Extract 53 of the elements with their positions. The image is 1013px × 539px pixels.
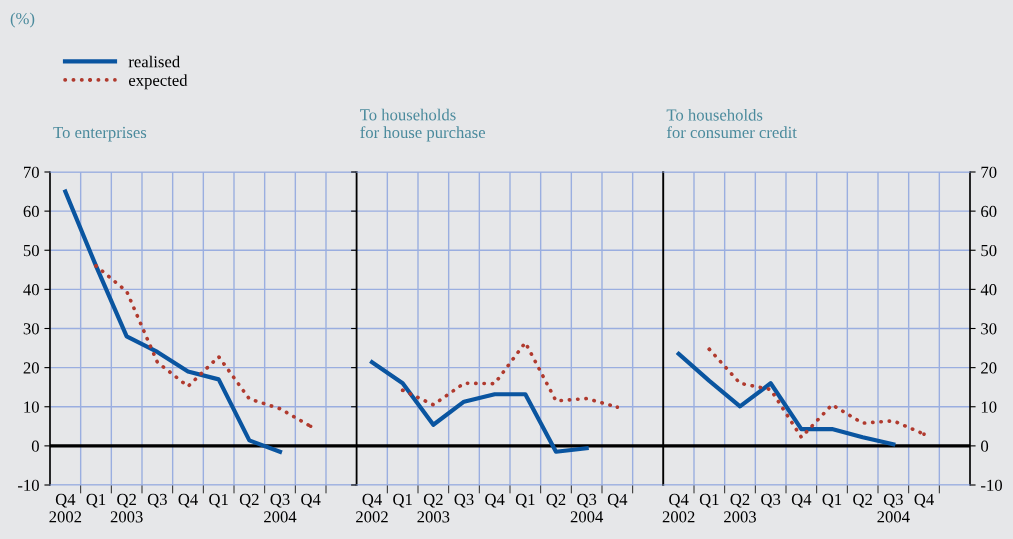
y-tick-label: -10 (17, 479, 39, 491)
x-tick-label: Q2 2003 (417, 493, 450, 523)
x-tick-label: Q1 (822, 493, 842, 508)
y-tick-label: 40 (980, 284, 997, 296)
x-tick-label: Q2 2003 (110, 493, 143, 523)
x-tick-label: Q4 (791, 493, 812, 508)
x-tick-label: Q4 2002 (49, 493, 82, 523)
x-tick-label: Q2 (546, 493, 566, 508)
line-series (63, 189, 283, 454)
line-series (676, 351, 896, 447)
y-tick-label: 70 (981, 166, 997, 178)
chart-title: To households for house purchase (360, 108, 486, 142)
x-tick-label: Q3 (761, 493, 781, 508)
y-tick-label: 50 (23, 244, 39, 257)
y-tick-label: 0 (981, 440, 989, 452)
x-tick-label: Q4 2002 (356, 493, 388, 523)
y-tick-label: 30 (23, 323, 39, 335)
y-tick-label: 10 (24, 401, 39, 413)
y-axis-title: (%) (10, 12, 35, 28)
x-tick-label: Q1 (86, 493, 106, 508)
x-tick-label: Q1 (515, 493, 535, 508)
y-tick-label: 50 (981, 244, 997, 257)
x-tick-label: Q3 (147, 493, 167, 508)
x-tick-label: Q4 (485, 493, 505, 508)
x-tick-label: Q3 (454, 493, 474, 508)
legend-label: realised (128, 55, 180, 68)
legend-label: expected (128, 74, 188, 90)
x-tick-label: Q2 (239, 493, 259, 508)
y-tick-label: 0 (31, 440, 39, 452)
y-tick-label: 20 (981, 362, 997, 374)
x-tick-label: Q3 2004 (877, 493, 910, 523)
x-tick-label: Q1 (393, 493, 412, 508)
y-tick-label: 10 (981, 401, 997, 413)
y-tick-label: 70 (24, 166, 39, 178)
chart-title: To enterprises (53, 126, 147, 142)
y-tick-label: 30 (981, 323, 997, 335)
chart-title: To households for consumer credit (666, 108, 797, 139)
x-tick-label: Q4 (178, 493, 198, 508)
x-tick-label: Q4 (301, 493, 321, 508)
x-tick-label: Q4 (607, 493, 628, 508)
y-tick-label: 60 (23, 205, 39, 218)
x-tick-label: Q1 (209, 493, 228, 508)
x-tick-label: Q2 (853, 493, 872, 508)
x-tick-label: Q1 (699, 493, 719, 508)
x-tick-label: Q2 2003 (724, 493, 757, 523)
y-tick-label: -10 (981, 479, 1002, 491)
y-tick-label: 20 (23, 362, 39, 374)
y-tick-label: 60 (981, 205, 997, 218)
x-tick-label: Q3 2004 (264, 493, 297, 523)
y-tick-label: 40 (23, 284, 39, 296)
x-tick-label: Q4 (914, 493, 934, 508)
x-tick-label: Q4 2002 (662, 493, 695, 523)
x-tick-label: Q3 2004 (570, 493, 604, 523)
